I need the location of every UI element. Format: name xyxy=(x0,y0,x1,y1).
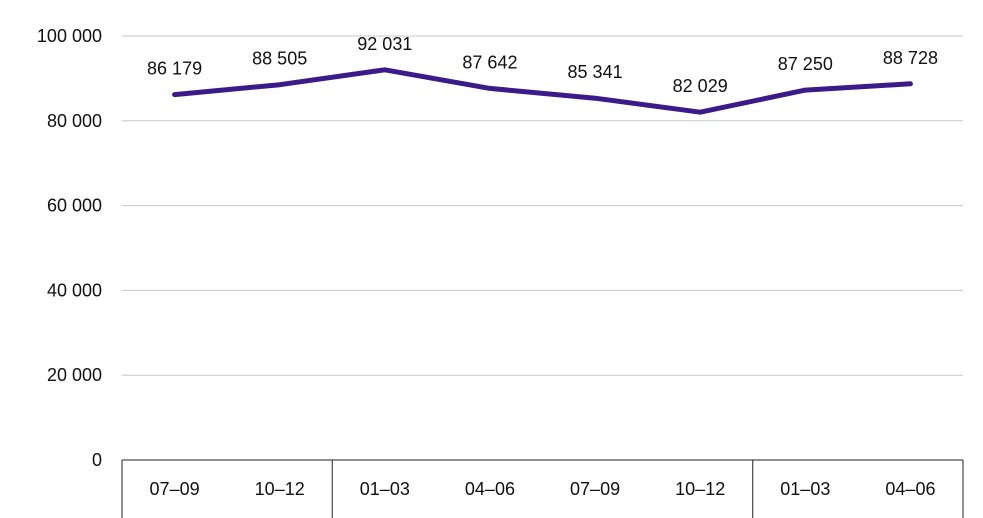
data-label: 87 642 xyxy=(462,52,517,72)
y-tick-label: 0 xyxy=(92,450,102,470)
series-line xyxy=(172,67,913,115)
x-tick-label: 04–06 xyxy=(885,479,935,499)
y-tick-label: 60 000 xyxy=(47,196,102,216)
data-label: 85 341 xyxy=(568,62,623,82)
data-label: 87 250 xyxy=(778,54,833,74)
data-label: 86 179 xyxy=(147,59,202,79)
x-tick-label: 04–06 xyxy=(465,479,515,499)
category-axis xyxy=(121,459,964,518)
x-tick-label: 07–09 xyxy=(150,479,200,499)
x-tick-label: 01–03 xyxy=(780,479,830,499)
data-label: 88 505 xyxy=(252,49,307,69)
x-tick-label: 10–12 xyxy=(255,479,305,499)
y-tick-label: 100 000 xyxy=(37,26,102,46)
data-labels: 86 179 88 505 92 031 87 642 85 341 82 029 87 2… xyxy=(147,34,938,96)
x-axis-tick-labels: 07–09 10–12 01–03 04–06 07–09 10–12 01–03 04–06 xyxy=(150,479,936,499)
series-layer xyxy=(172,67,913,115)
x-tick-label: 01–03 xyxy=(360,479,410,499)
data-label: 92 031 xyxy=(357,34,412,54)
y-tick-label: 80 000 xyxy=(47,111,102,131)
gridlines xyxy=(122,35,963,376)
y-axis-tick-labels: 0 20 000 40 000 60 000 80 000 100 000 xyxy=(37,26,102,470)
y-tick-label: 40 000 xyxy=(47,280,102,300)
y-tick-label: 20 000 xyxy=(47,365,102,385)
x-tick-label: 10–12 xyxy=(675,479,725,499)
data-label: 88 728 xyxy=(883,48,938,68)
x-tick-label: 07–09 xyxy=(570,479,620,499)
data-label: 82 029 xyxy=(673,76,728,96)
